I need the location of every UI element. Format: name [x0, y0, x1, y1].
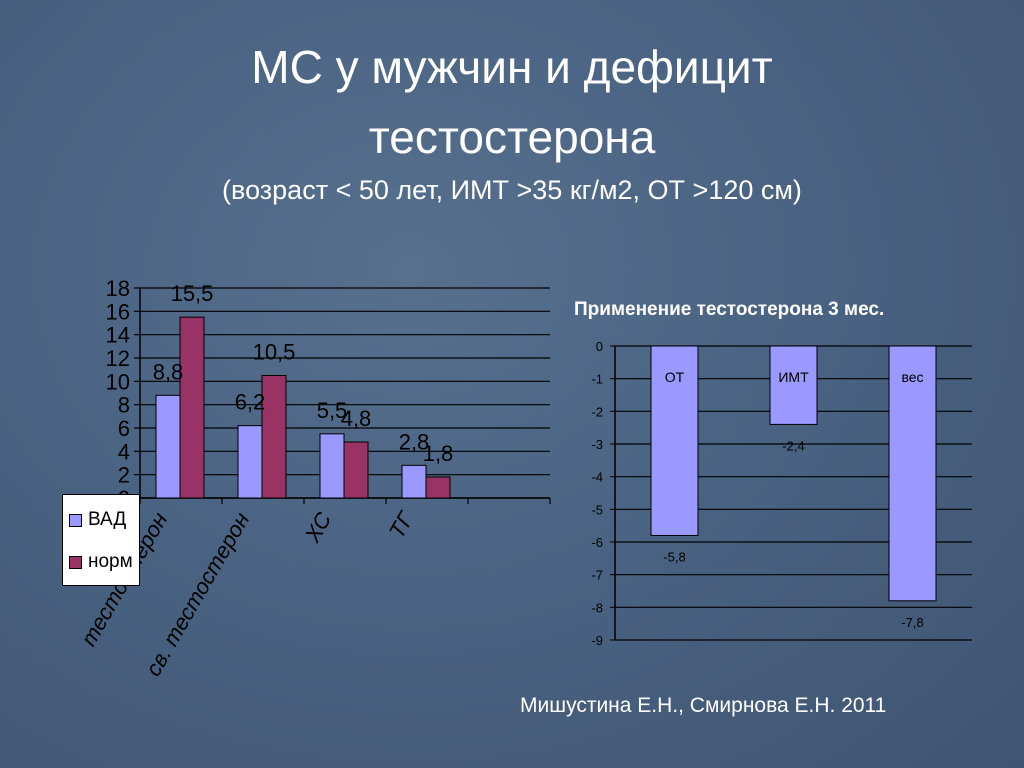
left-data-label-norm: 10,5 [253, 340, 296, 365]
right-y-tick-label: -2 [591, 404, 603, 419]
right-bar [650, 345, 699, 536]
right-y-tick-label: -8 [591, 600, 603, 615]
right-category-label: ОТ [665, 369, 685, 385]
slide-title-line1: МС у мужчин и дефицит [251, 41, 773, 93]
left-data-label-norm: 1,8 [423, 441, 454, 466]
left-bar-norm [343, 441, 369, 499]
right-y-tick-label: -7 [591, 568, 603, 583]
right-y-tick-label: -3 [591, 437, 603, 452]
left-y-tick-label: 8 [118, 393, 130, 418]
slide-title-line2: тестостерона [368, 111, 656, 163]
right-data-label: -7,8 [901, 615, 923, 630]
right-y-tick-label: -6 [591, 535, 603, 550]
right-y-tick-label: -9 [591, 633, 603, 648]
chart-legend: ВАД норм [62, 494, 140, 586]
left-y-tick-label: 14 [106, 323, 130, 348]
right-y-tick-label: -1 [591, 372, 603, 387]
right-category-label: вес [901, 369, 923, 385]
legend-swatch-vad [69, 513, 82, 527]
left-data-label-vad: 5,5 [317, 398, 348, 423]
legend-item-norm: норм [69, 551, 133, 573]
legend-label-norm: норм [88, 551, 133, 572]
right-data-label: -2,4 [782, 438, 804, 453]
left-y-tick-label: 6 [118, 416, 130, 441]
right-category-label: ИМТ [778, 369, 809, 385]
right-y-tick-label: -5 [591, 502, 603, 517]
left-y-tick-label: 4 [118, 439, 130, 464]
left-y-tick-label: 2 [118, 463, 130, 488]
left-bar-vad [401, 464, 427, 499]
left-data-label-vad: 8,8 [153, 359, 184, 384]
left-data-label-vad: 6,2 [235, 390, 266, 415]
right-data-label: -5,8 [663, 549, 685, 564]
left-bar-norm [425, 476, 451, 499]
left-data-label-norm: 4,8 [341, 406, 372, 431]
left-y-tick-label: 10 [106, 369, 130, 394]
left-bar-vad [155, 394, 181, 499]
author-credit: Мишустина Е.Н., Смирнова Е.Н. 2011 [520, 694, 887, 717]
left-y-tick-label: 18 [106, 276, 130, 301]
left-bar-norm [179, 316, 205, 499]
left-data-label-norm: 15,5 [171, 281, 214, 306]
legend-item-vad: ВАД [69, 509, 126, 531]
right-y-tick-label: -4 [591, 470, 603, 485]
legend-label-vad: ВАД [88, 509, 127, 530]
left-y-tick-label: 16 [106, 299, 130, 324]
right-chart-title: Применение тестостерона 3 мес. [574, 299, 885, 320]
right-bar [769, 345, 818, 425]
slide-subtitle: (возраст < 50 лет, ИМТ >35 кг/м2, ОТ >12… [222, 175, 802, 205]
right-bar [888, 345, 937, 602]
left-y-tick-label: 12 [106, 346, 130, 371]
left-bar-norm [261, 375, 287, 499]
left-bar-vad [237, 425, 263, 499]
left-data-label-vad: 2,8 [399, 429, 430, 454]
right-y-tick-label: 0 [596, 339, 603, 354]
left-bar-vad [319, 433, 345, 499]
legend-swatch-norm [69, 555, 82, 569]
